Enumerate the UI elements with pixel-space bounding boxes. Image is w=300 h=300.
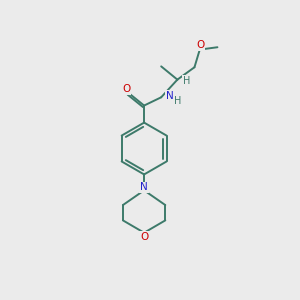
Text: N: N bbox=[140, 182, 148, 192]
Text: O: O bbox=[196, 40, 204, 50]
Text: H: H bbox=[174, 96, 181, 106]
Text: N: N bbox=[166, 91, 174, 101]
Text: O: O bbox=[140, 232, 148, 242]
Text: H: H bbox=[183, 76, 190, 86]
Text: O: O bbox=[122, 84, 130, 94]
